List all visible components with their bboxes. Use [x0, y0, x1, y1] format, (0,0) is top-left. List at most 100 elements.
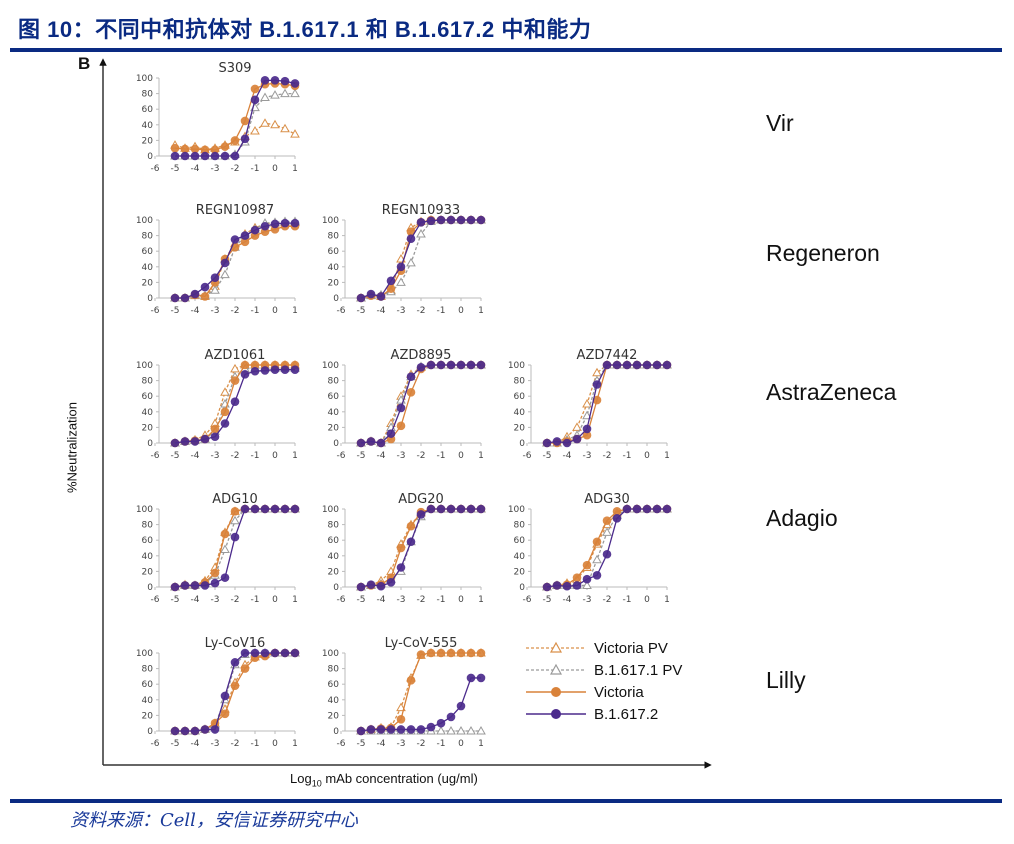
svg-text:-5: -5	[357, 739, 366, 749]
legend-item-victoria-pv: Victoria PV	[526, 637, 682, 659]
svg-text:40: 40	[142, 408, 154, 418]
legend-item-b16172: B.1.617.2	[526, 703, 682, 725]
svg-text:-2: -2	[417, 451, 426, 461]
svg-text:-5: -5	[171, 306, 180, 316]
svg-text:60: 60	[514, 392, 526, 402]
svg-text:40: 40	[514, 552, 526, 562]
legend-label: B.1.617.2	[594, 705, 659, 723]
svg-text:-3: -3	[397, 595, 406, 605]
svg-text:20: 20	[328, 423, 340, 433]
solid-circle-icon	[526, 709, 586, 719]
svg-text:0: 0	[147, 439, 153, 449]
x-axis-label-rest: mAb concentration (ug/ml)	[321, 771, 478, 786]
svg-text:100: 100	[136, 216, 153, 226]
dashed-triangle-icon	[526, 641, 586, 653]
svg-text:80: 80	[142, 377, 154, 387]
svg-text:-5: -5	[543, 595, 552, 605]
x-axis-label: Log10 mAb concentration (ug/ml)	[290, 771, 478, 789]
svg-text:20: 20	[328, 567, 340, 577]
svg-text:-3: -3	[583, 451, 592, 461]
svg-text:-1: -1	[623, 451, 632, 461]
svg-text:80: 80	[142, 232, 154, 242]
subplot-regn10987: REGN10987 0 20 40 60 80 100 -6 -5 -4 -3 -2 -1 0 1	[136, 203, 300, 316]
source-note: 资料来源：Cell，安信证券研究中心	[70, 810, 358, 831]
subplot-title: ADG10	[212, 492, 258, 507]
svg-text:-3: -3	[397, 306, 406, 316]
svg-text:0: 0	[147, 727, 153, 737]
svg-text:40: 40	[328, 263, 340, 273]
svg-text:0: 0	[272, 306, 278, 316]
company-label-lilly: Lilly	[766, 667, 806, 693]
svg-text:-6: -6	[151, 164, 160, 174]
svg-text:100: 100	[322, 505, 339, 515]
svg-text:-3: -3	[211, 739, 220, 749]
subplot-title: Ly-CoV16	[205, 636, 266, 651]
svg-text:0: 0	[519, 439, 525, 449]
svg-text:0: 0	[458, 451, 464, 461]
y-axis-label: %Neutralization	[64, 401, 80, 494]
svg-text:-3: -3	[397, 739, 406, 749]
svg-text:1: 1	[478, 306, 484, 316]
svg-text:-1: -1	[251, 595, 260, 605]
svg-text:1: 1	[292, 164, 298, 174]
svg-text:-3: -3	[397, 451, 406, 461]
company-label-regeneron: Regeneron	[766, 240, 880, 266]
svg-text:-4: -4	[191, 164, 200, 174]
svg-text:100: 100	[136, 649, 153, 659]
company-label-vir: Vir	[766, 110, 794, 136]
svg-text:-1: -1	[251, 451, 260, 461]
x-axis-label-sub: 10	[311, 778, 322, 789]
svg-text:100: 100	[136, 361, 153, 371]
svg-text:60: 60	[328, 392, 340, 402]
svg-text:-2: -2	[417, 306, 426, 316]
svg-text:-4: -4	[563, 451, 572, 461]
svg-text:-2: -2	[417, 739, 426, 749]
subplot-ly-cov16: Ly-CoV16 0 20 40 60 80 100 -6 -5 -4 -3 -2 -1 0 1	[136, 636, 300, 749]
svg-text:20: 20	[328, 711, 340, 721]
svg-text:-4: -4	[191, 739, 200, 749]
svg-text:100: 100	[508, 505, 525, 515]
figure-title: 图 10：不同中和抗体对 B.1.617.1 和 B.1.617.2 中和能力	[18, 17, 592, 42]
title-divider	[10, 48, 1002, 52]
subplot-title: AZD7442	[577, 348, 638, 363]
svg-text:-5: -5	[357, 451, 366, 461]
subplot-title: AZD8895	[391, 348, 452, 363]
svg-text:0: 0	[644, 451, 650, 461]
svg-text:80: 80	[514, 521, 526, 531]
svg-text:-3: -3	[211, 595, 220, 605]
svg-text:-6: -6	[523, 451, 532, 461]
svg-text:0: 0	[147, 294, 153, 304]
svg-text:60: 60	[328, 536, 340, 546]
svg-text:0: 0	[272, 451, 278, 461]
svg-text:-2: -2	[231, 595, 240, 605]
svg-text:-1: -1	[251, 164, 260, 174]
svg-text:-1: -1	[437, 739, 446, 749]
svg-text:-2: -2	[231, 306, 240, 316]
svg-text:-4: -4	[191, 451, 200, 461]
svg-text:20: 20	[142, 136, 154, 146]
svg-text:80: 80	[142, 665, 154, 675]
svg-text:1: 1	[478, 739, 484, 749]
svg-text:0: 0	[333, 727, 339, 737]
svg-text:0: 0	[272, 739, 278, 749]
svg-text:-1: -1	[437, 306, 446, 316]
svg-text:40: 40	[328, 408, 340, 418]
subplot-azd7442: AZD7442 0 20 40 60 80 100 -6 -5 -4 -3 -2 -1 0 1	[508, 348, 672, 461]
svg-text:60: 60	[142, 247, 154, 257]
svg-text:1: 1	[664, 451, 670, 461]
legend-label: Victoria	[594, 683, 644, 701]
legend-label: Victoria PV	[594, 639, 668, 657]
svg-text:-5: -5	[543, 451, 552, 461]
svg-text:100: 100	[508, 361, 525, 371]
subplot-regn10933: REGN10933 0 20 40 60 80 100 -6 -5 -4 -3 -2 -1 0 1	[322, 203, 486, 316]
svg-text:40: 40	[328, 552, 340, 562]
svg-text:20: 20	[328, 278, 340, 288]
svg-text:20: 20	[142, 423, 154, 433]
svg-text:60: 60	[328, 680, 340, 690]
subplot-adg20: ADG20 0 20 40 60 80 100 -6 -5 -4 -3 -2 -1 0 1	[322, 492, 486, 605]
svg-text:20: 20	[142, 278, 154, 288]
svg-text:1: 1	[478, 595, 484, 605]
svg-text:0: 0	[333, 294, 339, 304]
legend-label: B.1.617.1 PV	[594, 661, 683, 679]
